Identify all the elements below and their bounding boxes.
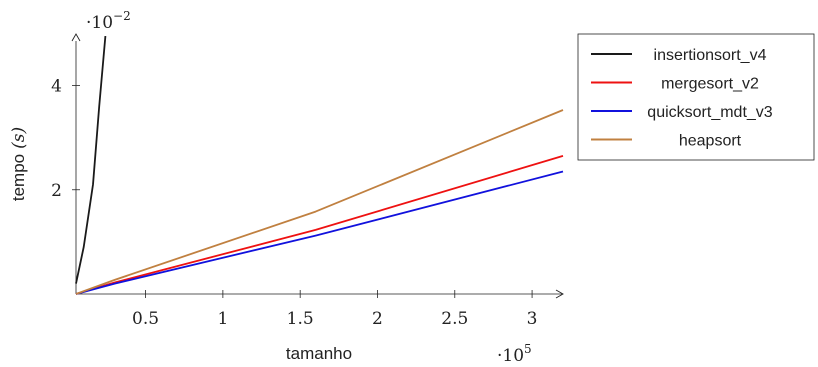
series-line-mergesort-v2 <box>75 155 564 295</box>
legend-label-quicksort-mdt-v3: quicksort_mdt_v3 <box>647 104 772 121</box>
ticks: 0.5 1 1.5 2 2.5 3 2 4 <box>51 77 537 329</box>
legend-label-insertionsort-v4: insertionsort_v4 <box>654 47 767 64</box>
x-tick-label: 2.5 <box>441 309 468 329</box>
x-multiplier-exponent: 5 <box>524 342 532 356</box>
x-axis-arrow <box>555 289 564 299</box>
y-axis-multiplier: ·10−2 <box>86 9 131 33</box>
y-tick-label: 2 <box>51 181 62 201</box>
series-line-insertionsort-v4 <box>75 36 107 284</box>
y-axis-arrow <box>71 33 81 42</box>
y-multiplier-exponent: −2 <box>113 9 131 23</box>
legend: insertionsort_v4 mergesort_v2 quicksort_md… <box>577 33 815 161</box>
x-tick-label: 1 <box>217 309 228 329</box>
y-axis-title-text: tempo <box>9 154 28 201</box>
axes <box>71 33 564 299</box>
y-axis-title-unit: (s) <box>9 127 29 149</box>
series-line-heapsort <box>75 109 564 295</box>
y-multiplier-base: ·10 <box>86 13 113 33</box>
x-tick-label: 1.5 <box>287 309 314 329</box>
x-tick-label: 0.5 <box>132 309 159 329</box>
x-multiplier-base: ·10 <box>497 346 524 366</box>
y-tick-label: 4 <box>51 77 62 97</box>
x-axis-multiplier: ·105 <box>497 342 532 366</box>
x-axis-title: tamanho <box>286 344 352 363</box>
series-lines <box>75 36 564 295</box>
y-axis-title: tempo (s) <box>9 127 29 201</box>
x-tick-label: 2 <box>372 309 383 329</box>
series-line-quicksort-mdt-v3 <box>75 170 564 295</box>
legend-label-heapsort: heapsort <box>679 133 742 150</box>
legend-label-mergesort-v2: mergesort_v2 <box>661 76 759 93</box>
x-tick-label: 3 <box>527 309 538 329</box>
